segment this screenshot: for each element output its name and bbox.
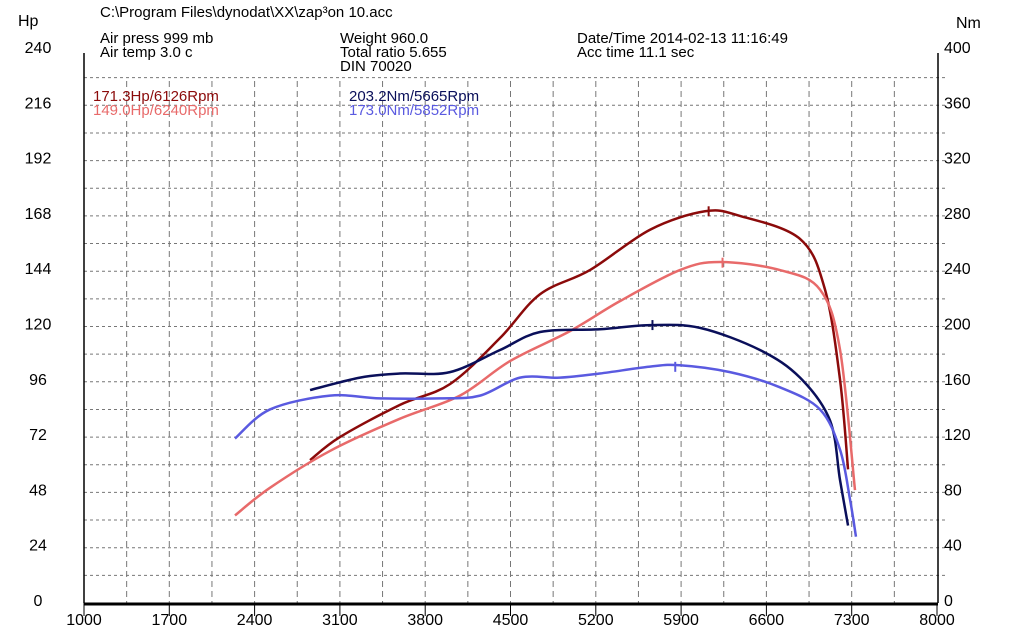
tick-labels: 1000 1700 2400 3100 3800 4500 5200 5900 6600 7300… <box>25 40 971 629</box>
legend-power-2: 149.0Hp/6240Rpm <box>93 102 219 119</box>
y-right-tick-label: 320 <box>944 151 971 168</box>
y-left-tick-label: 24 <box>29 538 47 555</box>
series-line-4 <box>234 363 858 537</box>
y-left-tick-label: 120 <box>25 317 52 334</box>
y-left-tick-label: 0 <box>34 593 43 610</box>
y-left-tick-label: 72 <box>29 427 47 444</box>
y-right-tick-label: 240 <box>944 261 971 278</box>
y-right-tick-label: 40 <box>944 538 962 555</box>
x-tick-label: 5900 <box>663 612 699 629</box>
x-tick-label: 1000 <box>66 612 102 629</box>
x-tick-label: 2400 <box>237 612 273 629</box>
air-press: Air press 999 mb <box>100 30 213 47</box>
x-tick-label: 8000 <box>919 612 955 629</box>
y-right-tick-label: 400 <box>944 40 971 57</box>
din: DIN 70020 <box>340 58 412 75</box>
x-tick-label: 7300 <box>834 612 870 629</box>
grid <box>83 53 945 606</box>
series-line-2 <box>234 260 857 517</box>
y-left-tick-label: 48 <box>29 482 47 499</box>
legend-torque-1: 203.2Nm/5665Rpm <box>349 88 479 105</box>
y-right-tick-label: 280 <box>944 206 971 223</box>
y-right-label: Nm <box>956 15 981 32</box>
y-right-tick-label: 200 <box>944 317 971 334</box>
x-tick-label: 1700 <box>152 612 188 629</box>
y-left-tick-label: 168 <box>25 206 52 223</box>
x-tick-label: 6600 <box>749 612 785 629</box>
y-left-tick-label: 96 <box>29 372 47 389</box>
file-title: C:\Program Files\dynodat\XX\zap³on 10.ac… <box>100 4 393 21</box>
series-line-3 <box>309 323 850 526</box>
y-right-tick-label: 80 <box>944 482 962 499</box>
total-ratio: Total ratio 5.655 <box>340 44 447 61</box>
legend-torque-2: 173.0Nm/5852Rpm <box>349 102 479 119</box>
y-right-tick-label: 120 <box>944 427 971 444</box>
series-line-1 <box>309 209 850 470</box>
air-temp: Air temp 3.0 c <box>100 44 193 61</box>
weight: Weight 960.0 <box>340 30 428 47</box>
series-lines <box>234 206 858 537</box>
y-left-tick-label: 192 <box>25 151 52 168</box>
y-left-tick-label: 144 <box>25 261 52 278</box>
y-left-label: Hp <box>18 13 39 30</box>
y-right-tick-label: 0 <box>944 593 953 610</box>
x-tick-label: 5200 <box>578 612 614 629</box>
acc-time: Acc time 11.1 sec <box>577 44 695 61</box>
y-left-tick-label: 216 <box>25 95 52 112</box>
y-left-tick-label: 240 <box>25 40 52 57</box>
x-tick-label: 3100 <box>322 612 358 629</box>
x-tick-label: 4500 <box>493 612 529 629</box>
date-time: Date/Time 2014-02-13 11:16:49 <box>577 30 788 47</box>
y-right-tick-label: 360 <box>944 95 971 112</box>
legend-power-1: 171.3Hp/6126Rpm <box>93 88 219 105</box>
y-right-tick-label: 160 <box>944 372 971 389</box>
x-tick-label: 3800 <box>407 612 443 629</box>
